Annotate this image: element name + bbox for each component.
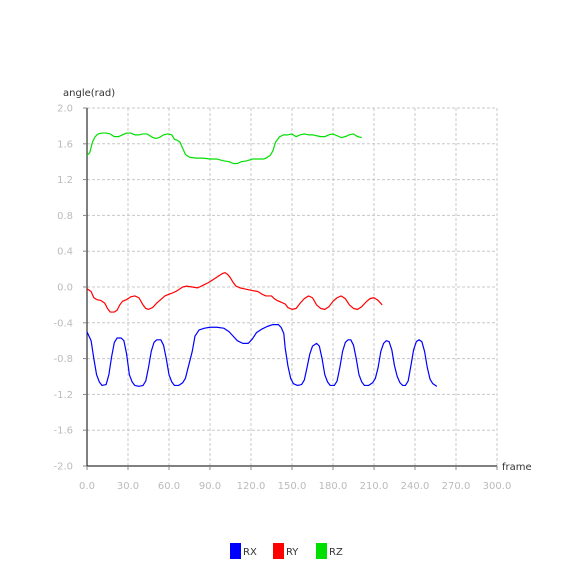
y-tick-label: -1.2 bbox=[53, 390, 73, 401]
tick-layer: 2.0 1.6 1.2 0.8 0.4 0.0 -0.4 -0.8 -1.2 -1.6 -2.0 0.… bbox=[53, 104, 511, 493]
legend-swatch-ry bbox=[273, 543, 284, 559]
x-tick-label: 240.0 bbox=[401, 481, 430, 492]
y-tick-label: 0.4 bbox=[57, 247, 73, 258]
y-tick-label: -2.0 bbox=[53, 462, 73, 473]
legend-label-rx: RX bbox=[243, 547, 257, 558]
series-line-rz bbox=[86, 132, 362, 165]
y-tick-label: -1.6 bbox=[53, 426, 73, 437]
y-tick-label: 0.8 bbox=[57, 211, 73, 222]
legend-swatch-rz bbox=[316, 543, 327, 559]
series-layer bbox=[86, 132, 438, 387]
y-tick-label: 1.6 bbox=[57, 139, 73, 150]
legend-label-rz: RZ bbox=[329, 547, 343, 558]
legend-label-ry: RY bbox=[286, 547, 299, 558]
y-tick-label: 0.0 bbox=[57, 283, 73, 294]
x-axis-title: frame bbox=[502, 462, 532, 473]
y-tick-label: 2.0 bbox=[57, 104, 73, 115]
y-tick-label: -0.4 bbox=[53, 318, 73, 329]
x-tick-label: 150.0 bbox=[278, 481, 307, 492]
grid-layer bbox=[87, 107, 498, 466]
legend-swatch-rx bbox=[230, 543, 241, 559]
y-axis-title: angle(rad) bbox=[63, 88, 115, 99]
y-tick-label: 1.2 bbox=[57, 175, 73, 186]
x-tick-label: 120.0 bbox=[237, 481, 266, 492]
legend: RX RY RZ bbox=[230, 543, 343, 559]
x-tick-label: 300.0 bbox=[483, 481, 512, 492]
y-tick-label: -0.8 bbox=[53, 354, 73, 365]
x-tick-label: 90.0 bbox=[199, 481, 221, 492]
x-tick-label: 270.0 bbox=[442, 481, 471, 492]
series-line-rx bbox=[86, 323, 438, 387]
x-tick-label: 0.0 bbox=[79, 481, 95, 492]
series-line-ry bbox=[86, 272, 383, 313]
x-tick-label: 60.0 bbox=[158, 481, 180, 492]
x-tick-label: 210.0 bbox=[360, 481, 389, 492]
x-tick-label: 30.0 bbox=[117, 481, 139, 492]
x-tick-label: 180.0 bbox=[319, 481, 348, 492]
